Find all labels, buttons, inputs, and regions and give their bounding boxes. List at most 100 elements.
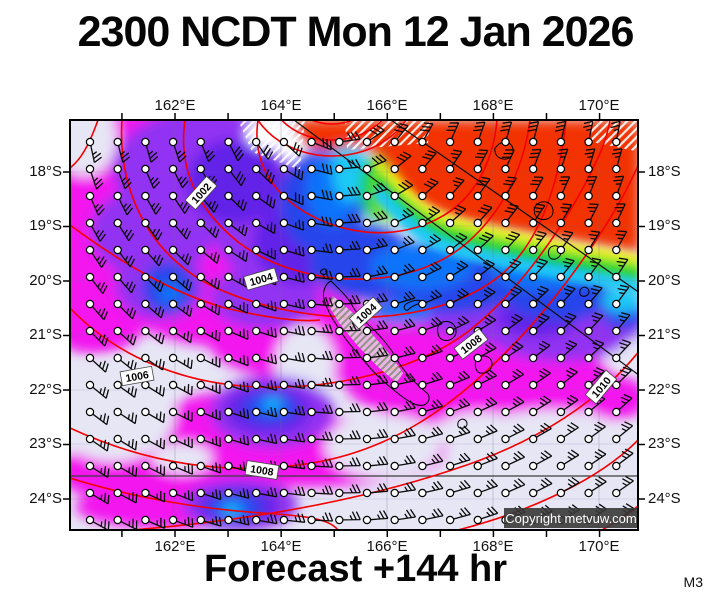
wind-station-dot [224,137,233,147]
wind-station-dot [418,353,427,363]
wind-station-dot [390,326,399,336]
wind-station-dot [390,380,399,390]
wind-station-dot [529,488,538,498]
wind-station-dot [501,272,510,282]
lon-axis-label-top: 170°E [578,97,620,114]
wind-station-dot [252,245,261,255]
wind-station-dot [556,326,566,336]
wind-station-dot [252,434,261,444]
wind-station-dot [612,434,621,444]
wind-station-dot [362,218,372,228]
wind-station-dot [85,191,95,201]
wind-station-dot [307,218,316,228]
wind-station-dot [501,461,510,471]
wind-station-dot [252,191,261,201]
wind-station-dot [224,407,233,417]
wind-station-dot [224,353,233,363]
wind-station-dot [141,461,150,471]
wind-station-dot [390,137,399,147]
wind-station-dot [224,434,233,444]
wind-station-dot [473,272,482,282]
wind-station-dot [168,461,178,471]
wind-station-dot [335,299,344,309]
forecast-hour-label: Forecast +144 hr [203,548,508,590]
wind-station-dot [113,461,122,471]
wind-station-dot [335,515,344,525]
wind-station-dot [335,218,344,228]
wind-station-dot [141,218,150,228]
wind-station-dot [113,326,122,336]
wind-station-dot [556,299,566,309]
isobar-label: 1006 [119,365,155,387]
wind-station-dot [335,380,344,390]
wind-station-dot [529,434,538,444]
wind-station-dot [224,164,233,174]
wind-station-dot [501,380,510,390]
lon-axis-label-bottom: 166°E [366,538,408,555]
wind-station-dot [168,515,178,525]
wind-station-dot [612,218,621,228]
wind-station-dot [362,488,372,498]
wind-station-dot [390,434,399,444]
wind-station-dot [279,488,289,498]
wind-station-dot [473,380,482,390]
wind-station-dot [279,191,289,201]
lat-axis-label-right: 19°S [648,217,681,234]
wind-station-dot [335,488,344,498]
wind-station-dot [362,407,372,417]
wind-station-dot [362,326,372,336]
wind-station-dot [501,488,510,498]
wind-station-dot [335,191,344,201]
wind-station-dot [556,245,566,255]
wind-station-dot [529,191,538,201]
wind-station-dot [279,515,289,525]
wind-station-dot [418,164,427,174]
wind-station-dot [113,191,122,201]
wind-station-dot [362,353,372,363]
wind-station-dot [584,461,593,471]
wind-station-dot [224,191,233,201]
wind-station-dot [390,164,399,174]
wind-station-dot [141,407,150,417]
wind-station-dot [390,515,399,525]
wind-station-dot [556,488,566,498]
wind-station-dot [224,380,233,390]
wind-station-dot [445,191,455,201]
wind-station-dot [529,461,538,471]
wind-station-dot [418,407,427,417]
wind-station-dot [252,218,261,228]
wind-station-dot [196,407,205,417]
copyright-watermark-text: Copyright metvuw.com [505,511,637,526]
map-frame-and-ticks [63,113,645,537]
lon-axis-label-top: 164°E [260,97,302,114]
wind-station-dot [196,218,205,228]
wind-station-dot [390,272,399,282]
wind-station-dot [584,434,593,444]
wind-station-dot [390,299,399,309]
wind-station-dot [556,407,566,417]
wind-station-dot [252,380,261,390]
wind-station-dot [252,326,261,336]
wind-station-dot [224,245,233,255]
wind-station-dot [445,434,455,444]
wind-station-dot [445,515,455,525]
wind-station-dot [141,353,150,363]
wind-station-dot [85,245,95,255]
wind-station-dot [390,191,399,201]
wind-station-dot [196,461,205,471]
wind-station-dot [85,407,95,417]
wind-station-dot [85,299,95,309]
wind-station-dot [556,218,566,228]
wind-station-dot [224,515,233,525]
wind-station-dot [418,380,427,390]
lat-axis-label-right: 20°S [648,272,681,289]
wind-station-dot [529,164,538,174]
wind-station-dot [529,353,538,363]
wind-station-dot [584,218,593,228]
wind-station-dot [501,434,510,444]
wind-station-dot [141,191,150,201]
wind-station-dot [252,353,261,363]
wind-station-dot [279,299,289,309]
